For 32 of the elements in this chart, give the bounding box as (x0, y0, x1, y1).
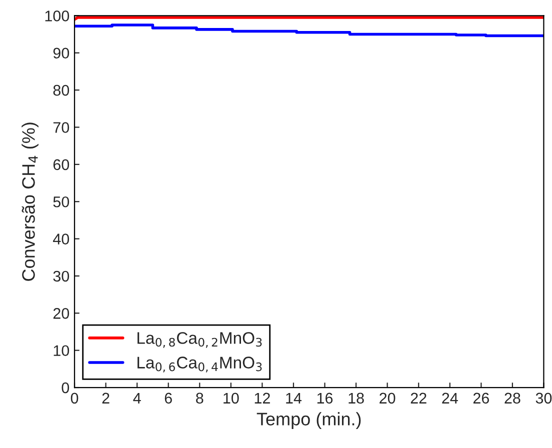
y-axis-title: Conversão CH$_{4}$ (%) (22, 122, 38, 281)
x-tick-label: 2 (102, 392, 110, 404)
y-tick-label: 30 (53, 270, 70, 282)
x-tick-label: 14 (286, 392, 302, 404)
y-tick-label: 100 (45, 10, 70, 22)
x-tick-label: 26 (473, 392, 489, 404)
x-tick-label: 20 (380, 392, 396, 404)
x-axis-title: Tempo (min.) (256, 412, 361, 430)
x-tick-label: 6 (164, 392, 172, 404)
y-tick-label: 10 (54, 345, 70, 356)
line-series (74, 24, 544, 38)
x-tick-label: 28 (504, 392, 520, 404)
x-tick-label: 8 (196, 392, 204, 404)
y-tick-label: 70 (53, 122, 70, 133)
y-tick-label: 40 (53, 234, 70, 244)
legend-label: La$_{0,8}$Ca$_{0,2}$MnO$_{3}$ (138, 332, 262, 348)
y-tick-label: 50 (53, 196, 70, 208)
y-tick-label: 60 (53, 159, 70, 170)
y-tick-label: 20 (53, 308, 70, 319)
x-tick-label: 24 (442, 392, 458, 404)
x-tick-label: 12 (254, 392, 270, 404)
x-tick-label: 4 (133, 392, 141, 404)
y-tick-label: 80 (53, 84, 70, 96)
x-tick-label: 10 (224, 392, 239, 404)
x-tick-label: 0 (70, 392, 78, 404)
x-tick-label: 22 (410, 392, 426, 404)
x-tick-label: 16 (317, 392, 333, 404)
legend-label: La$_{0,6}$Ca$_{0,4}$MnO$_{3}$ (138, 356, 262, 372)
x-tick-label: 30 (536, 392, 552, 404)
y-tick-label: 90 (53, 48, 70, 59)
y-tick-label: 0 (62, 382, 70, 394)
x-tick-label: 18 (348, 392, 364, 404)
